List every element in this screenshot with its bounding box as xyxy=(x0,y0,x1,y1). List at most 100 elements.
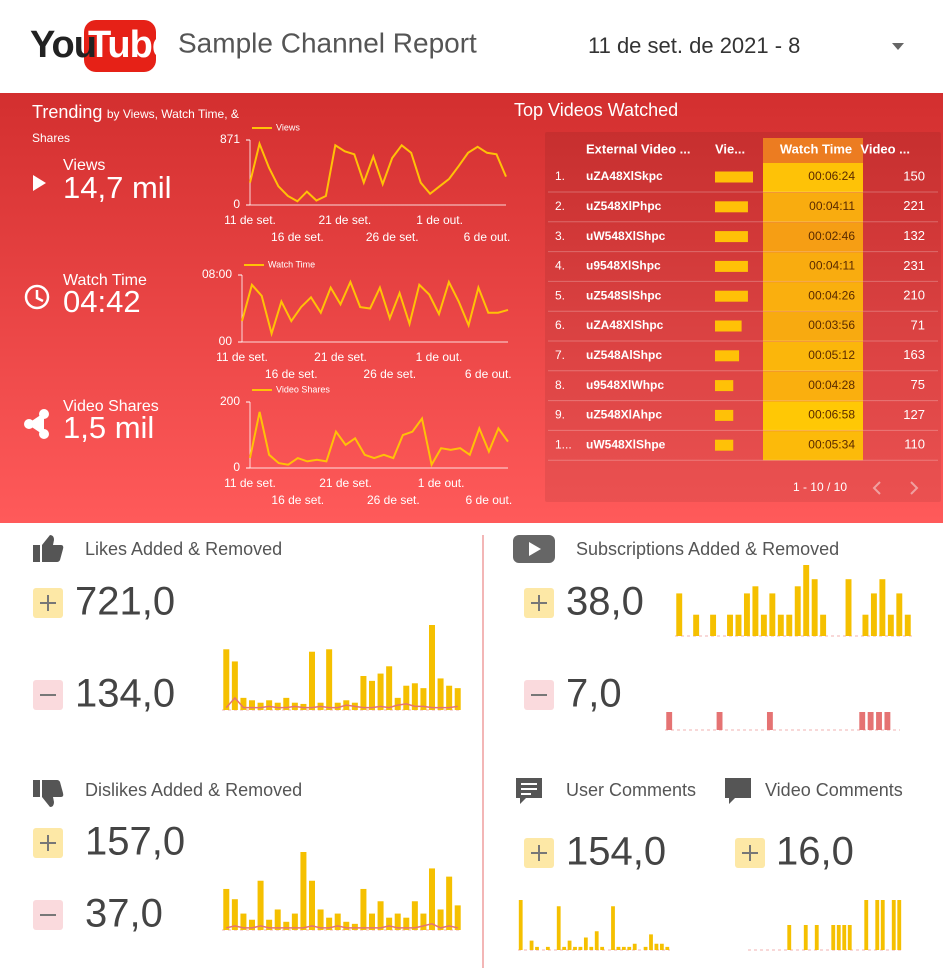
spark-bar xyxy=(420,913,427,930)
total-value: 134,0 xyxy=(75,672,175,716)
spark-bar xyxy=(411,683,418,710)
x-tick-label: 26 de set. xyxy=(363,367,416,381)
spark-bar xyxy=(369,680,375,710)
spark-bar xyxy=(257,702,264,710)
spark-bar xyxy=(429,868,435,930)
panel-title: Dislikes Added & Removed xyxy=(85,780,302,800)
panel-title: Video Comments xyxy=(765,780,903,800)
row-rank: 9. xyxy=(555,408,565,422)
spark-bar xyxy=(811,579,818,636)
x-tick-label: 16 de set. xyxy=(271,493,324,507)
spark-bar xyxy=(875,900,880,950)
row-video-metric: 132 xyxy=(903,228,925,243)
spark-bar xyxy=(876,712,882,730)
watch-time-cell xyxy=(763,371,863,401)
spark-bar xyxy=(803,565,810,636)
spark-bar xyxy=(343,921,350,930)
spark-bar xyxy=(403,917,410,930)
removed-line xyxy=(225,696,458,709)
y-tick-label: 0 xyxy=(233,197,240,211)
spark-bar xyxy=(437,678,444,710)
spark-bar xyxy=(594,931,599,950)
column-header: Video ... xyxy=(860,141,910,156)
watch-time-cell xyxy=(763,222,863,252)
spark-bar xyxy=(578,946,583,950)
row-video-metric: 71 xyxy=(911,317,925,332)
spark-bar xyxy=(360,676,367,710)
total-value: 7,0 xyxy=(566,672,622,716)
legend-label: Video Shares xyxy=(276,384,330,394)
spark-bar xyxy=(300,852,307,930)
spark-bar xyxy=(309,651,315,710)
spark-bar xyxy=(794,586,801,636)
spark-bar xyxy=(231,661,238,710)
spark-bar xyxy=(836,925,841,950)
spark-bar xyxy=(326,917,333,930)
x-tick-label: 16 de set. xyxy=(265,367,318,381)
dropdown-arrow[interactable] xyxy=(892,43,904,50)
column-header: Watch Time xyxy=(780,141,852,156)
spark-bar xyxy=(621,946,626,950)
spark-bar xyxy=(429,625,435,710)
x-tick-label: 1 de out. xyxy=(418,476,465,490)
x-tick-label: 11 de set. xyxy=(224,476,276,490)
spark-bar xyxy=(786,614,793,636)
row-video: uZA48XlSkpc xyxy=(586,169,663,183)
spark-bar xyxy=(394,697,401,710)
row-rank: 1. xyxy=(555,169,565,183)
spark-bar xyxy=(377,901,384,930)
spark-bar xyxy=(864,900,869,950)
views-bar xyxy=(715,439,734,451)
metric-label: Views xyxy=(63,157,105,174)
spark-bar xyxy=(377,673,384,710)
spark-bar xyxy=(545,946,550,950)
spark-bar xyxy=(879,579,886,636)
row-video: uZ548AlShpc xyxy=(586,348,662,362)
row-video-metric: 110 xyxy=(904,437,925,452)
spark-bar xyxy=(743,593,750,636)
spark-bar xyxy=(240,697,247,710)
views-bar xyxy=(715,409,734,421)
column-header: External Video ... xyxy=(586,141,691,156)
spark-bar xyxy=(223,888,230,930)
views-bar xyxy=(715,290,748,302)
metric-value: 1,5 mil xyxy=(63,410,154,445)
row-watch-time: 00:03:56 xyxy=(808,318,855,332)
row-watch-time: 00:05:12 xyxy=(808,348,855,362)
spark-bar xyxy=(891,900,896,950)
video-comment-icon xyxy=(725,778,751,804)
views-bar xyxy=(715,201,748,213)
row-video-metric: 75 xyxy=(911,377,925,392)
x-tick-label: 21 de set. xyxy=(318,213,371,227)
x-tick-label: 6 de out. xyxy=(466,493,513,507)
spark-bar xyxy=(842,925,847,950)
row-rank: 1... xyxy=(555,437,572,451)
next-page[interactable] xyxy=(910,481,919,495)
spark-bar xyxy=(760,614,767,636)
total-value: 154,0 xyxy=(566,830,666,874)
x-tick-label: 1 de out. xyxy=(416,213,463,227)
spark-bar xyxy=(567,940,572,950)
spark-bar xyxy=(446,876,453,930)
spark-bar xyxy=(283,921,290,930)
row-watch-time: 00:04:26 xyxy=(808,288,855,302)
spark-bar xyxy=(454,905,461,930)
x-tick-label: 26 de set. xyxy=(367,493,420,507)
prev-page[interactable] xyxy=(872,481,881,495)
watch-time-cell xyxy=(763,312,863,341)
spark-bar xyxy=(369,913,375,930)
views-bar xyxy=(715,350,740,362)
pagination: 1 - 10 / 10 xyxy=(793,480,847,494)
row-video-metric: 221 xyxy=(903,198,925,213)
spark-bar xyxy=(727,614,733,636)
row-watch-time: 00:05:34 xyxy=(808,437,855,451)
views-bar xyxy=(715,380,734,392)
spark-bar xyxy=(249,700,255,710)
total-value: 157,0 xyxy=(85,820,185,864)
x-tick-label: 1 de out. xyxy=(416,350,463,364)
trending-subtitle: by Views, Watch Time, & Shares xyxy=(32,107,239,145)
spark-bar xyxy=(351,923,358,930)
spark-bar xyxy=(529,940,534,950)
spark-bar xyxy=(867,712,874,730)
